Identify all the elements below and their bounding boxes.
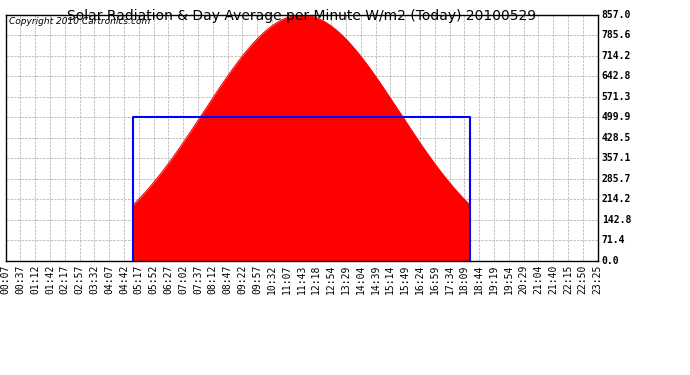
Text: 09:22: 09:22 [237,264,247,294]
Text: 0.0: 0.0 [602,256,620,266]
Text: 07:37: 07:37 [193,264,203,294]
Text: 01:12: 01:12 [30,264,40,294]
Text: 16:24: 16:24 [415,264,425,294]
Text: 09:57: 09:57 [252,264,262,294]
Text: 08:47: 08:47 [223,264,233,294]
Text: 06:27: 06:27 [164,264,173,294]
Text: 642.8: 642.8 [602,71,631,81]
Text: 11:07: 11:07 [282,264,292,294]
Text: 02:17: 02:17 [60,264,70,294]
Text: 19:54: 19:54 [504,264,514,294]
Text: 285.7: 285.7 [602,174,631,184]
Text: 04:07: 04:07 [104,264,114,294]
Text: 22:50: 22:50 [578,264,588,294]
Text: 18:09: 18:09 [460,264,469,294]
Text: 10:32: 10:32 [267,264,277,294]
Text: 785.6: 785.6 [602,30,631,40]
Text: 12:54: 12:54 [326,264,336,294]
Text: 357.1: 357.1 [602,153,631,163]
Text: 571.3: 571.3 [602,92,631,102]
Text: 05:52: 05:52 [148,264,159,294]
Text: 23:25: 23:25 [593,264,602,294]
Text: 18:44: 18:44 [474,264,484,294]
Text: 15:14: 15:14 [385,264,395,294]
Text: 214.2: 214.2 [602,194,631,204]
Text: 02:57: 02:57 [75,264,84,294]
Text: Solar Radiation & Day Average per Minute W/m2 (Today) 20100529: Solar Radiation & Day Average per Minute… [67,9,536,23]
Text: 05:17: 05:17 [134,264,144,294]
Text: 12:18: 12:18 [311,264,322,294]
Text: 01:42: 01:42 [45,264,55,294]
Text: 71.4: 71.4 [602,235,625,245]
Text: 21:04: 21:04 [533,264,543,294]
Text: 20:29: 20:29 [519,264,529,294]
Text: 19:19: 19:19 [489,264,499,294]
Text: 714.2: 714.2 [602,51,631,61]
Text: 15:49: 15:49 [400,264,410,294]
Text: 142.8: 142.8 [602,215,631,225]
Text: 08:12: 08:12 [208,264,218,294]
Text: 857.0: 857.0 [602,10,631,20]
Text: 17:34: 17:34 [444,264,455,294]
Text: 03:32: 03:32 [89,264,99,294]
Text: 14:04: 14:04 [356,264,366,294]
Text: 14:39: 14:39 [371,264,380,294]
Text: Copyright 2010 Cartronics.com: Copyright 2010 Cartronics.com [9,17,150,26]
Text: 07:02: 07:02 [178,264,188,294]
Text: 00:37: 00:37 [15,264,26,294]
Text: 499.9: 499.9 [602,112,631,122]
Text: 22:15: 22:15 [563,264,573,294]
Text: 428.5: 428.5 [602,133,631,143]
Text: 04:42: 04:42 [119,264,129,294]
Text: 11:43: 11:43 [297,264,306,294]
Text: 16:59: 16:59 [430,264,440,294]
Text: 13:29: 13:29 [341,264,351,294]
Text: 00:07: 00:07 [1,264,10,294]
Text: 21:40: 21:40 [548,264,558,294]
